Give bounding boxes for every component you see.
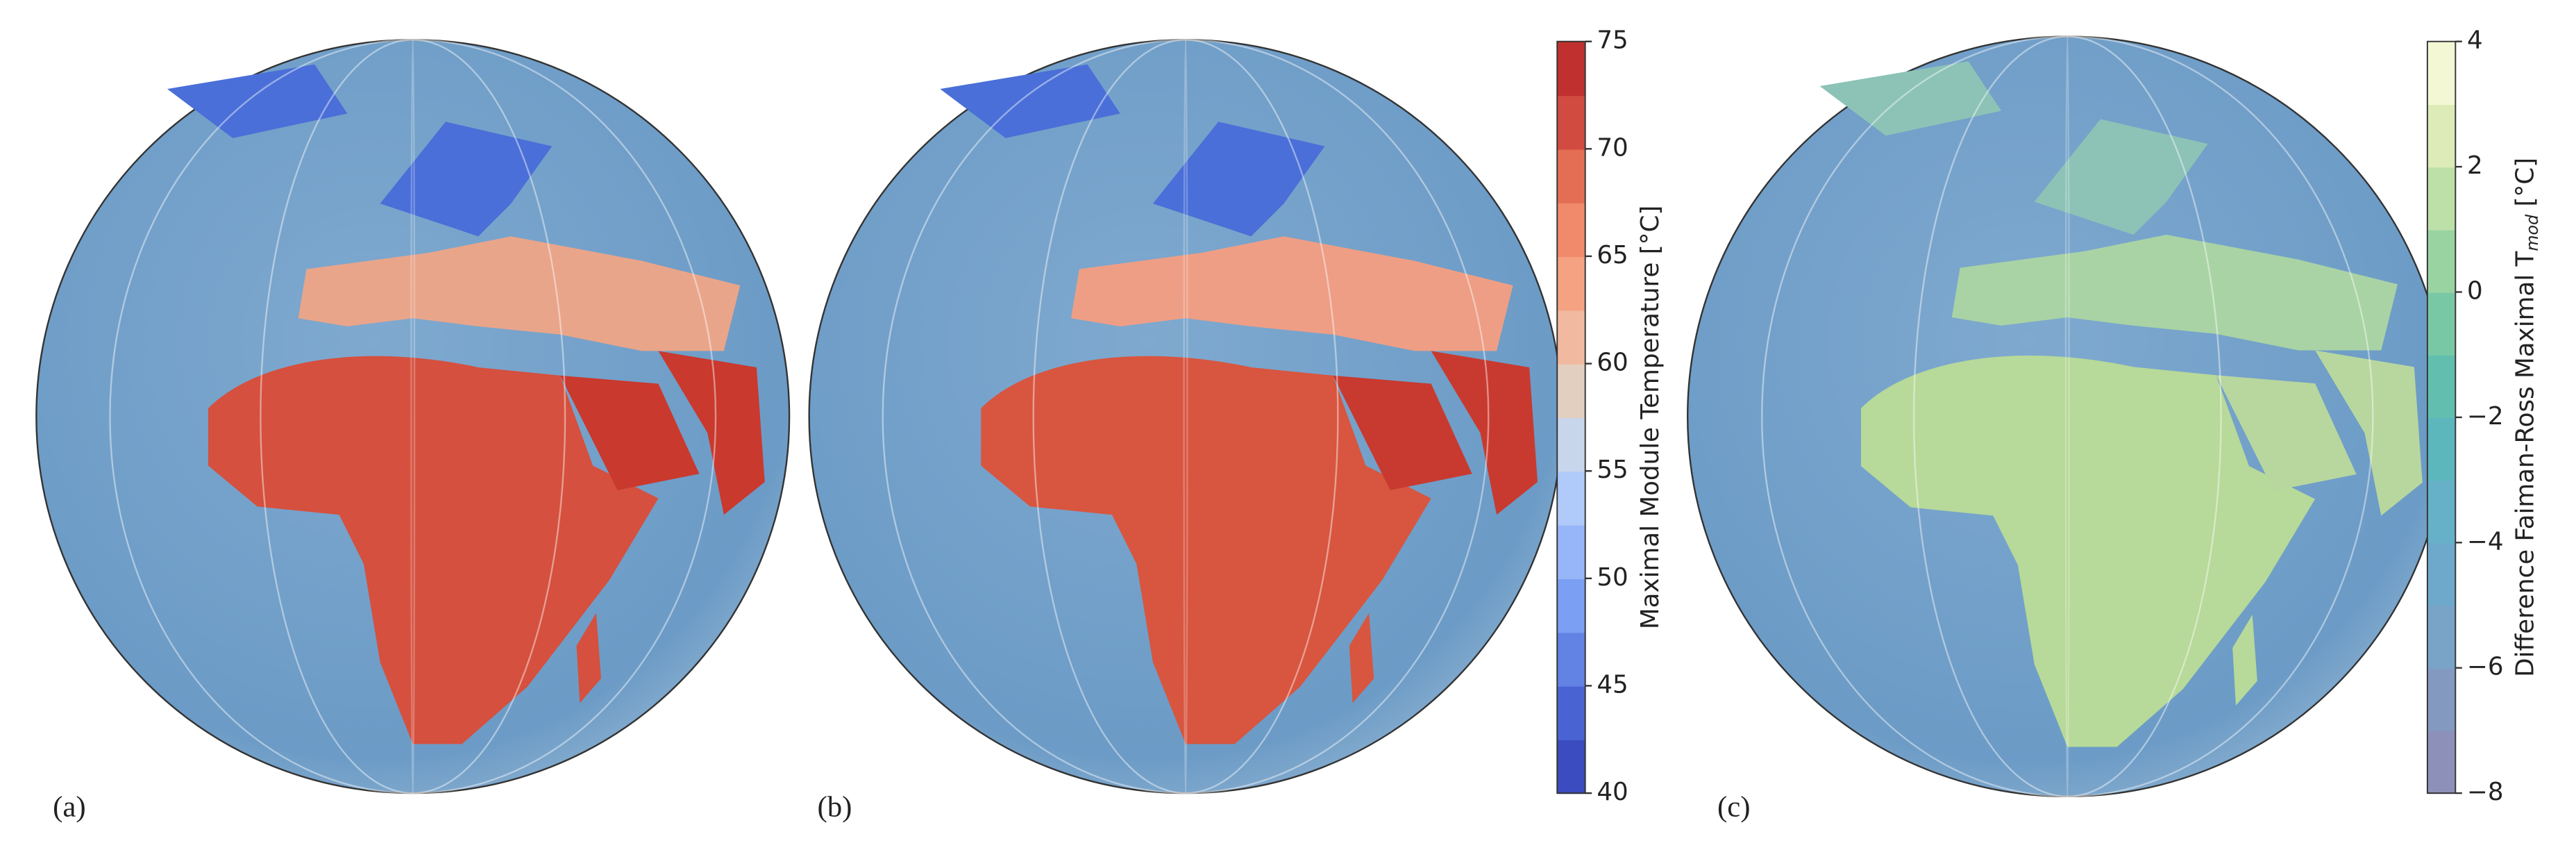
colorbar-band bbox=[2427, 167, 2456, 231]
colorbar-tick-label: 60 bbox=[1597, 349, 1628, 377]
graticule bbox=[1912, 35, 2222, 798]
colorbar-label: Difference Faiman-Ross Maximal Tmod [°C] bbox=[2511, 158, 2542, 677]
colorbar-band bbox=[2427, 354, 2456, 419]
colorbar-band bbox=[1557, 95, 1585, 150]
graticule bbox=[1761, 35, 2374, 798]
colorbar-label-part: mod bbox=[2523, 214, 2542, 251]
colorbar-band bbox=[2427, 229, 2456, 293]
graticule bbox=[882, 39, 1490, 794]
colorbar-band bbox=[1557, 417, 1585, 472]
colorbar-band bbox=[2427, 480, 2456, 544]
colorbar-band bbox=[1557, 149, 1585, 203]
colorbar-band bbox=[1557, 632, 1585, 687]
colorbar-band bbox=[2427, 542, 2456, 606]
panel-label: (b) bbox=[818, 791, 852, 824]
colorbar-tick-label: 4 bbox=[2467, 26, 2483, 55]
graticule bbox=[2064, 35, 2070, 798]
colorbar-band bbox=[2427, 292, 2456, 356]
colorbar-band bbox=[1557, 524, 1585, 580]
graticule bbox=[260, 39, 566, 794]
colorbar-band bbox=[1557, 578, 1585, 633]
graticule bbox=[1032, 39, 1339, 794]
panel-label: (c) bbox=[1717, 791, 1751, 824]
colorbar-band bbox=[1557, 685, 1585, 740]
colorbar-band bbox=[2427, 103, 2456, 168]
colorbar-band bbox=[2427, 41, 2456, 106]
colorbar-tick-label: −4 bbox=[2467, 527, 2504, 556]
colorbar-tick-label: 0 bbox=[2467, 277, 2483, 306]
colorbar-label-part: Maximal Module Temperature [°C] bbox=[1636, 206, 1665, 629]
graticule bbox=[1032, 39, 1339, 794]
colorbar-tick-label: −2 bbox=[2467, 402, 2504, 431]
graticule bbox=[109, 39, 717, 794]
colorbar-band bbox=[2427, 605, 2456, 669]
colorbar-frame bbox=[1556, 40, 1586, 794]
colorbar-band bbox=[1557, 202, 1585, 258]
colorbar-tick-label: −6 bbox=[2467, 653, 2504, 681]
colorbar-band bbox=[1557, 256, 1585, 311]
colorbar-band bbox=[2427, 730, 2456, 794]
colorbar-tick-label: 50 bbox=[1597, 563, 1628, 592]
colorbar-tick-label: 40 bbox=[1597, 778, 1628, 806]
graticule bbox=[410, 39, 416, 794]
graticule bbox=[1183, 39, 1188, 794]
graticule bbox=[1761, 35, 2374, 798]
colorbar-tick-label: 70 bbox=[1597, 133, 1628, 162]
colorbar-tick-label: 65 bbox=[1597, 241, 1628, 269]
colorbar-band bbox=[1557, 739, 1585, 794]
colorbar-label-part: [°C] bbox=[2511, 158, 2540, 215]
graticule bbox=[1912, 35, 2222, 798]
colorbar-label: Maximal Module Temperature [°C] bbox=[1636, 206, 1665, 629]
colorbar-tick-label: 55 bbox=[1597, 456, 1628, 484]
graticule bbox=[109, 39, 717, 794]
colorbar-band bbox=[1557, 471, 1585, 526]
colorbar-band bbox=[2427, 667, 2456, 732]
colorbar-band bbox=[1557, 310, 1585, 365]
graticule bbox=[260, 39, 566, 794]
panel-label: (a) bbox=[53, 791, 86, 824]
colorbar-band bbox=[1557, 363, 1585, 419]
colorbar-tick-label: −8 bbox=[2467, 778, 2504, 806]
graticule bbox=[882, 39, 1490, 794]
colorbar-tick-label: 75 bbox=[1597, 26, 1628, 55]
colorbar-label-part: Difference Faiman-Ross Maximal T bbox=[2511, 251, 2540, 676]
colorbar-band bbox=[2427, 417, 2456, 481]
colorbar-tick-label: 2 bbox=[2467, 151, 2483, 180]
colorbar-band bbox=[1557, 41, 1585, 97]
colorbar-tick-label: 45 bbox=[1597, 670, 1628, 699]
